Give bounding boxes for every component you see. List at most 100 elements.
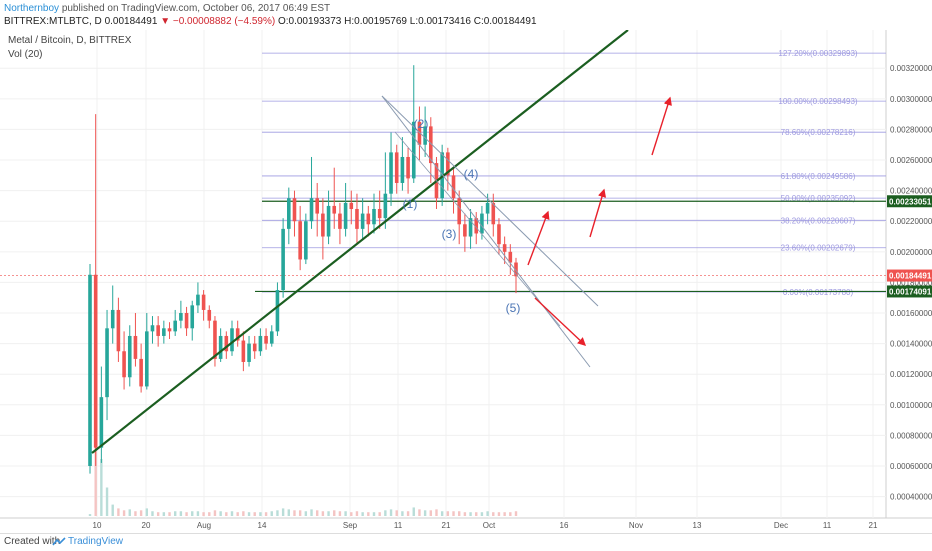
y-tick-label: 0.00040000 xyxy=(890,493,932,502)
high-value: H:0.00195769 xyxy=(344,16,407,27)
fib-level-label: 50.00%(0.00235092) xyxy=(781,194,856,203)
candle-body xyxy=(315,198,319,214)
open-value: O:0.00193373 xyxy=(277,16,342,27)
candle-body xyxy=(457,198,461,225)
x-tick-label: 13 xyxy=(693,521,702,530)
volume-bar xyxy=(247,512,251,516)
candle-body xyxy=(343,202,348,229)
candle-body xyxy=(474,218,479,234)
candle-body xyxy=(446,152,450,176)
volume-bar xyxy=(287,509,290,516)
low-value: L:0.00173416 xyxy=(409,16,471,27)
candle-body xyxy=(247,343,251,362)
x-tick-label: 10 xyxy=(93,521,102,530)
candle-body xyxy=(133,335,138,359)
candle-body xyxy=(201,294,206,310)
x-tick-label: Nov xyxy=(629,521,643,530)
candle-body xyxy=(207,309,212,321)
author-link[interactable]: Northernboy xyxy=(4,3,60,14)
tradingview-logo-icon xyxy=(52,537,66,546)
candle-body xyxy=(190,305,195,329)
volume-bar xyxy=(492,512,495,516)
wave-label: (5) xyxy=(506,301,521,315)
uptrend-line xyxy=(91,29,629,454)
volume-bar xyxy=(389,509,393,516)
last-price: 0.00184491 xyxy=(104,16,158,27)
candle-body xyxy=(321,213,325,237)
volume-bar xyxy=(88,514,92,516)
created-with-label: Created with xyxy=(4,536,61,547)
channel-upper-line xyxy=(381,95,599,307)
fib-level-label: 127.20%(0.00329893) xyxy=(778,49,858,58)
candle-body xyxy=(360,213,365,229)
price-tag-label: 0.00184491 xyxy=(889,272,932,281)
candle-body xyxy=(497,224,501,245)
volume-bar xyxy=(196,511,200,516)
price-chart[interactable]: 0.00320000 0.00300000 0.00280000 0.00260000… xyxy=(0,29,932,535)
wave-label: (2) xyxy=(414,117,429,131)
volume-bar xyxy=(463,512,467,516)
y-tick-label: 0.00320000 xyxy=(890,64,932,73)
x-tick-label: Sep xyxy=(343,521,358,530)
price-tag-label: 0.00233051 xyxy=(889,197,932,206)
volume-bar xyxy=(361,512,364,516)
channel-lower-line xyxy=(381,95,591,368)
wave-label: (1) xyxy=(403,197,418,211)
volume-bar xyxy=(191,511,194,516)
candle-body xyxy=(139,358,143,387)
legend-volume: Vol (20) xyxy=(8,49,43,60)
candle-body xyxy=(213,320,217,359)
header-bar: Northernboy published on TradingView.com… xyxy=(0,0,932,30)
y-tick-label: 0.00180000 xyxy=(890,278,932,287)
candle-body xyxy=(491,202,496,225)
volume-bar xyxy=(117,508,120,516)
candle-body xyxy=(241,340,246,362)
candle-body xyxy=(292,198,297,222)
volume-bar xyxy=(497,512,501,516)
y-tick-label: 0.00260000 xyxy=(890,156,932,165)
y-tick-label: 0.00160000 xyxy=(890,309,932,318)
forecast-arrow xyxy=(534,297,587,346)
volume-bar xyxy=(236,512,239,516)
volume-bar xyxy=(446,511,450,516)
volume-bar xyxy=(111,504,114,516)
candle-body xyxy=(332,205,337,214)
volume-bar xyxy=(122,510,126,516)
price-tag-label: 0.00174091 xyxy=(889,287,932,296)
y-tick-label: 0.00100000 xyxy=(890,401,932,410)
candle-body xyxy=(366,213,371,225)
wave-label: (4) xyxy=(464,167,479,181)
candle-body xyxy=(127,335,132,378)
x-tick-label: 21 xyxy=(442,521,451,530)
volume-bar xyxy=(230,511,234,516)
publish-info: published on TradingView.com, October 06… xyxy=(61,3,331,14)
candle-body xyxy=(508,251,513,263)
fib-level-label: 61.80%(0.00249586) xyxy=(781,172,856,181)
candle-body xyxy=(468,218,473,237)
candle-body xyxy=(93,274,98,448)
volume-bar xyxy=(367,512,370,516)
volume-bar xyxy=(452,511,455,516)
volume-bar xyxy=(418,509,421,516)
channel-inner-line xyxy=(394,131,561,327)
volume-bar xyxy=(440,511,444,516)
volume-bar xyxy=(156,512,160,516)
symbol-label: BITTREX:MTLBTC, D xyxy=(4,16,102,27)
fib-level-label: 38.20%(0.00220607) xyxy=(781,216,856,225)
wave-label: (3) xyxy=(442,227,457,241)
candle-body xyxy=(423,126,427,145)
tradingview-brand-link[interactable]: TradingView xyxy=(68,536,124,547)
volume-bar xyxy=(253,512,256,516)
y-tick-label: 0.00300000 xyxy=(890,95,932,104)
chart-area[interactable]: 0.00320000 0.00300000 0.00280000 0.00260000… xyxy=(0,29,932,535)
candle-body xyxy=(338,213,342,229)
volume-bar xyxy=(134,511,137,516)
volume-bar xyxy=(145,508,148,516)
volume-bar xyxy=(406,511,410,516)
volume-bar xyxy=(270,511,273,516)
volume-bar xyxy=(429,510,432,516)
y-tick-label: 0.00060000 xyxy=(890,462,932,471)
volume-bar xyxy=(298,510,302,516)
candle-body xyxy=(400,156,405,183)
volume-bar xyxy=(423,510,427,516)
